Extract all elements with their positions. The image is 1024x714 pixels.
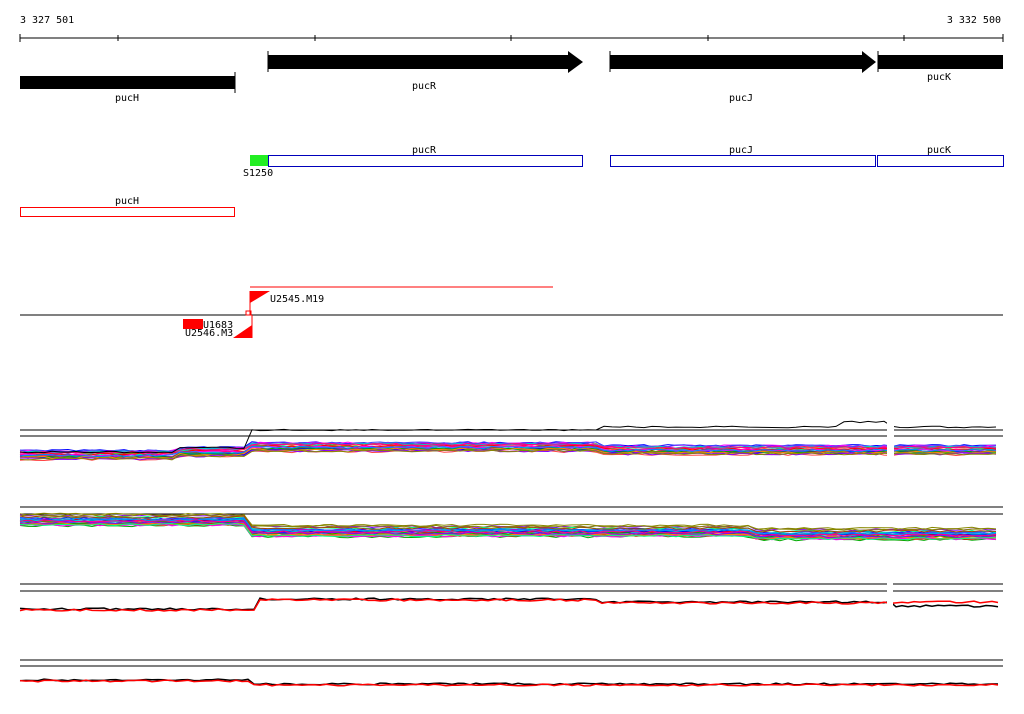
panel-gap bbox=[887, 578, 893, 612]
profile-line bbox=[19, 441, 997, 453]
profile-line bbox=[19, 598, 999, 612]
site-label: S1250 bbox=[243, 168, 273, 179]
annotation-label-pucK: pucK bbox=[927, 145, 951, 156]
gene-label-pucH: pucH bbox=[115, 93, 139, 104]
profile-line bbox=[19, 420, 997, 454]
gene-pucR[interactable]: pucR bbox=[267, 51, 583, 92]
segment-label-U2545: U2545.M19 bbox=[270, 294, 324, 305]
panel-profile-lines bbox=[19, 678, 999, 687]
gene-arrow[interactable] bbox=[20, 76, 235, 89]
segment-flag-reverse[interactable] bbox=[233, 325, 252, 338]
gene-arrow[interactable] bbox=[610, 51, 876, 73]
segment-flag-forward[interactable] bbox=[250, 291, 270, 303]
annotation-box-pucK[interactable] bbox=[877, 155, 1004, 167]
profile-line bbox=[19, 519, 997, 537]
profile-line bbox=[19, 515, 997, 533]
segment-track: U2545.M19 U1683 U2546.M3 bbox=[20, 286, 1003, 339]
gene-label-pucJ: pucJ bbox=[729, 93, 753, 104]
expression-panel-2 bbox=[19, 506, 1003, 542]
profile-line bbox=[19, 523, 996, 541]
profile-line bbox=[19, 449, 997, 461]
segment-label-U2546: U2546.M3 bbox=[185, 328, 233, 339]
annotation-label-pucJ: pucJ bbox=[729, 145, 753, 156]
gene-label-pucK: pucK bbox=[927, 72, 951, 83]
profile-line bbox=[19, 679, 999, 687]
expression-panel-1 bbox=[19, 418, 1003, 466]
gene-pucK[interactable]: pucK bbox=[877, 51, 1003, 83]
panel-profile-lines bbox=[19, 512, 997, 542]
panel-profile-lines bbox=[19, 597, 999, 612]
ruler-end-label: 3 332 500 bbox=[947, 15, 1001, 26]
annotation-label-pucH: pucH bbox=[115, 196, 139, 207]
expression-panel-4 bbox=[19, 659, 1003, 687]
profile-line bbox=[19, 678, 999, 686]
coordinate-ruler: 3 327 501 3 332 500 bbox=[19, 15, 1004, 42]
profile-line bbox=[19, 512, 997, 530]
profile-line bbox=[19, 520, 997, 539]
profile-line bbox=[19, 442, 997, 454]
gene-arrow[interactable] bbox=[268, 51, 583, 73]
panel-gap bbox=[887, 418, 894, 466]
expression-panel-3 bbox=[19, 578, 1003, 612]
profile-line bbox=[19, 447, 997, 459]
segment-junction bbox=[245, 310, 252, 316]
annotation-label-pucR: pucR bbox=[412, 145, 437, 156]
segment-block[interactable] bbox=[183, 319, 203, 329]
site-marker[interactable] bbox=[250, 155, 268, 166]
gene-track: pucH pucR pucJ pucK bbox=[20, 51, 1003, 104]
panel-profile-lines bbox=[19, 420, 997, 462]
annotation-box-pucH[interactable] bbox=[20, 207, 235, 217]
segment-label-U1683: U1683 bbox=[203, 320, 233, 331]
annotation-box-pucR[interactable] bbox=[268, 155, 583, 167]
profile-line bbox=[19, 445, 997, 458]
gene-label-pucR: pucR bbox=[412, 81, 437, 92]
annotation-box-pucJ[interactable] bbox=[610, 155, 876, 167]
ruler-start-label: 3 327 501 bbox=[20, 15, 74, 26]
profile-line bbox=[19, 513, 997, 532]
gene-pucH[interactable]: pucH bbox=[20, 72, 236, 104]
gene-pucJ[interactable]: pucJ bbox=[609, 51, 876, 104]
gene-arrow[interactable] bbox=[878, 55, 1003, 69]
annotation-track: S1250 pucR pucJ pucK pucH bbox=[20, 145, 1004, 217]
